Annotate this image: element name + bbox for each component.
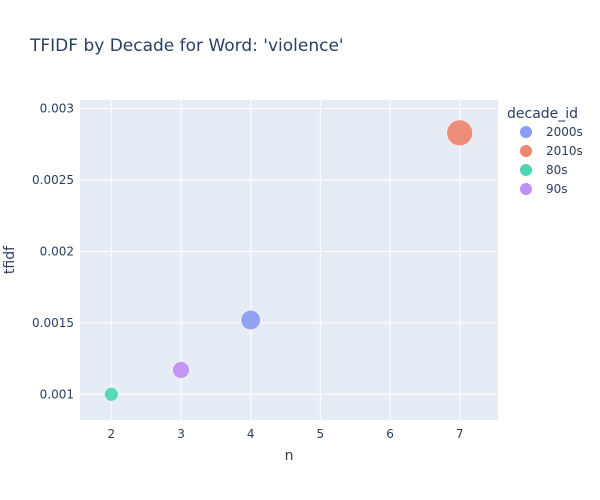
x-tick-label: 4 bbox=[247, 427, 255, 441]
x-tick-label: 2 bbox=[108, 427, 116, 441]
y-tick-label: 0.0025 bbox=[32, 173, 74, 187]
legend: decade_id 2000s 2010s 80s 90s bbox=[507, 106, 583, 196]
legend-marker bbox=[520, 164, 532, 176]
plot-background bbox=[80, 100, 498, 420]
legend-label: 90s bbox=[546, 182, 568, 196]
x-axis-ticks: 2 3 4 5 6 7 bbox=[108, 427, 464, 441]
legend-item-80s[interactable]: 80s bbox=[520, 163, 568, 177]
scatter-points bbox=[104, 119, 473, 402]
x-tick-label: 5 bbox=[317, 427, 325, 441]
chart-title: TFIDF by Decade for Word: 'violence' bbox=[29, 36, 344, 56]
legend-item-90s[interactable]: 90s bbox=[520, 182, 568, 196]
x-axis-title: n bbox=[285, 448, 294, 464]
y-tick-label: 0.0015 bbox=[32, 316, 74, 330]
legend-item-2000s[interactable]: 2000s bbox=[520, 125, 583, 139]
legend-marker bbox=[520, 145, 532, 157]
point-2000s bbox=[240, 309, 261, 331]
x-tick-label: 3 bbox=[177, 427, 185, 441]
legend-item-2010s[interactable]: 2010s bbox=[520, 144, 583, 158]
point-80s bbox=[104, 387, 119, 402]
y-tick-label: 0.001 bbox=[40, 387, 74, 401]
x-tick-label: 6 bbox=[386, 427, 394, 441]
y-tick-label: 0.003 bbox=[40, 102, 74, 116]
legend-label: 2010s bbox=[546, 144, 583, 158]
x-tick-label: 7 bbox=[456, 427, 464, 441]
grid-lines bbox=[80, 100, 498, 420]
point-90s bbox=[172, 361, 190, 379]
legend-title: decade_id bbox=[507, 106, 578, 122]
legend-items: 2000s 2010s 80s 90s bbox=[520, 125, 583, 196]
y-axis-ticks: 0.001 0.0015 0.002 0.0025 0.003 bbox=[32, 102, 74, 402]
y-tick-label: 0.002 bbox=[40, 244, 74, 258]
point-2010s bbox=[446, 119, 473, 147]
legend-label: 80s bbox=[546, 163, 568, 177]
legend-marker bbox=[520, 183, 532, 195]
legend-label: 2000s bbox=[546, 125, 583, 139]
legend-marker bbox=[520, 126, 532, 138]
y-axis-title: tfidf bbox=[2, 245, 18, 274]
